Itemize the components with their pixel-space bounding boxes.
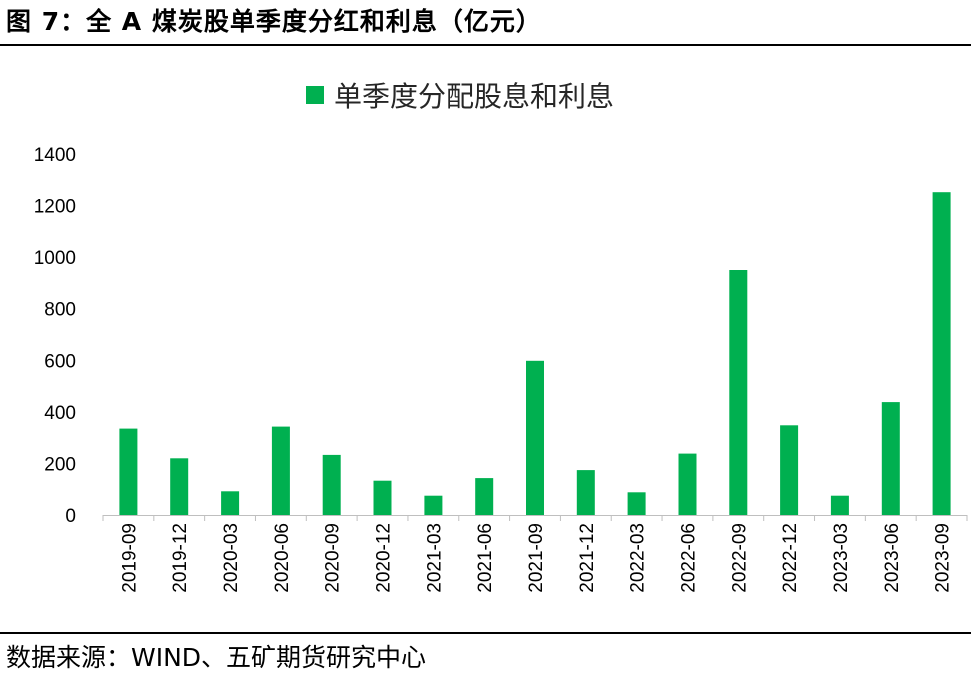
x-tick-label: 2021-06 — [475, 523, 496, 593]
x-tick-label: 2019-12 — [170, 523, 191, 593]
x-axis: 2019-09 2019-12 2020-03 2020-06 2020-09 2020-… — [102, 515, 968, 593]
bar-2021-03 — [424, 495, 443, 515]
x-tick-label: 2020-06 — [272, 523, 293, 593]
y-tick-label: 1000 — [34, 248, 76, 269]
y-tick-label: 200 — [44, 454, 76, 475]
footer-rule — [0, 632, 971, 634]
y-tick-label: 600 — [44, 351, 76, 372]
bars — [119, 192, 951, 515]
source-note: 数据来源：WIND、五矿期货研究中心 — [6, 643, 427, 672]
bar-chart: 单季度分配股息和利息 0 200 400 600 800 1000 1200 1400 201… — [34, 80, 968, 593]
x-tick-label: 2022-12 — [780, 523, 801, 593]
y-tick-label: 800 — [44, 300, 76, 321]
bar-2022-06 — [678, 453, 697, 515]
bar-2020-03 — [221, 491, 240, 515]
bar-2023-09 — [932, 192, 951, 515]
chart-legend: 单季度分配股息和利息 — [306, 80, 614, 113]
y-tick-label: 400 — [44, 403, 76, 424]
bar-2021-09 — [526, 360, 544, 515]
x-tick-label: 2020-12 — [374, 523, 395, 593]
bar-2021-12 — [576, 470, 595, 515]
x-tick-label: 2022-03 — [628, 523, 649, 593]
title-rule — [0, 44, 971, 46]
y-tick-label: 1200 — [34, 197, 76, 218]
bar-2020-06 — [271, 426, 290, 515]
x-tick-label: 2021-09 — [526, 523, 547, 593]
bar-2023-03 — [830, 495, 849, 515]
bar-2022-03 — [627, 492, 646, 515]
bar-2020-12 — [373, 480, 392, 515]
y-tick-label: 0 — [65, 506, 76, 527]
bar-2023-06 — [881, 402, 900, 515]
x-tick-label: 2023-03 — [831, 523, 852, 593]
y-axis: 0 200 400 600 800 1000 1200 1400 — [34, 145, 76, 527]
bar-2022-09 — [729, 270, 748, 515]
x-tick-label: 2020-09 — [323, 523, 344, 593]
x-tick-label: 2023-09 — [933, 523, 954, 593]
x-tick-label: 2023-06 — [882, 523, 903, 593]
bar-2019-12 — [170, 458, 189, 515]
x-tick-label: 2019-09 — [119, 523, 140, 593]
bar-2022-12 — [780, 425, 799, 515]
bar-2021-06 — [475, 478, 494, 515]
x-tick-label: 2021-12 — [577, 523, 598, 593]
x-tick-label: 2020-03 — [221, 523, 242, 593]
y-tick-label: 1400 — [34, 145, 76, 166]
bar-2019-09 — [119, 428, 138, 515]
x-tick-label: 2022-06 — [678, 523, 699, 593]
bar-2020-09 — [322, 454, 341, 515]
figure-title: 图 7：全 A 煤炭股单季度分红和利息（亿元） — [6, 7, 542, 36]
legend-swatch — [306, 86, 324, 104]
x-tick-label: 2021-03 — [424, 523, 445, 593]
legend-label: 单季度分配股息和利息 — [334, 80, 614, 113]
x-tick-label: 2022-09 — [729, 523, 750, 593]
